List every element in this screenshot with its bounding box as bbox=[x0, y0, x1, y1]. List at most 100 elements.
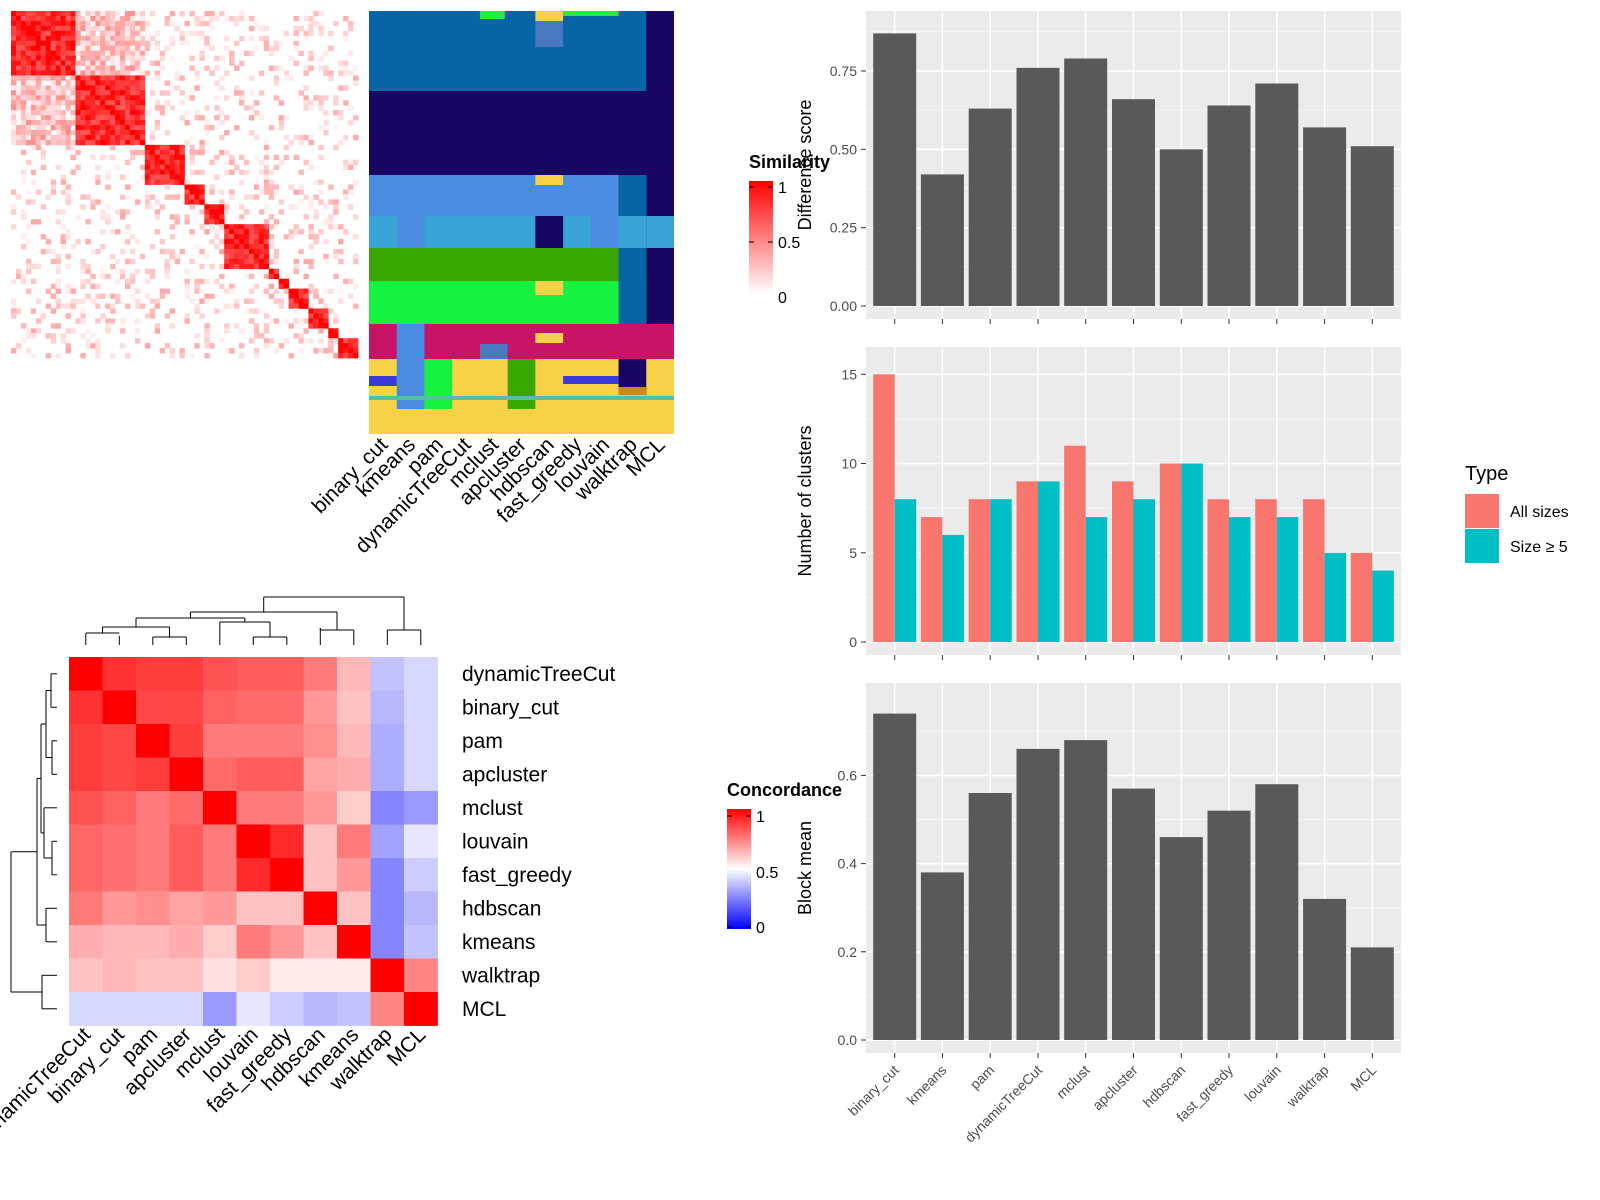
similarity-cell bbox=[11, 20, 17, 27]
similarity-cell bbox=[268, 169, 275, 175]
similarity-cell bbox=[144, 179, 151, 185]
similarity-cell bbox=[35, 90, 42, 96]
similarity-cell bbox=[204, 204, 210, 210]
similarity-cell bbox=[189, 90, 195, 96]
similarity-cell bbox=[318, 55, 324, 61]
similarity-cell bbox=[25, 75, 32, 81]
similarity-cell bbox=[100, 313, 106, 319]
similarity-cell bbox=[25, 35, 32, 42]
similarity-cell bbox=[65, 65, 71, 71]
similarity-cell bbox=[194, 283, 200, 289]
concordance-heatmap bbox=[69, 657, 438, 1026]
concordance-cell bbox=[303, 824, 338, 859]
similarity-cell bbox=[65, 25, 71, 32]
similarity-cell bbox=[134, 144, 141, 151]
similarity-cell bbox=[154, 100, 161, 106]
similarity-cell bbox=[100, 80, 106, 86]
similarity-cell bbox=[80, 333, 86, 339]
assignment-block bbox=[563, 11, 619, 16]
concordance-cell bbox=[69, 925, 103, 959]
similarity-cell bbox=[268, 243, 275, 250]
similarity-cell bbox=[90, 110, 96, 116]
similarity-cell bbox=[323, 65, 329, 71]
similarity-cell bbox=[125, 20, 131, 27]
similarity-cell bbox=[263, 40, 270, 47]
similarity-cell bbox=[184, 318, 190, 324]
similarity-cell bbox=[149, 169, 156, 175]
similarity-cell bbox=[154, 70, 161, 76]
similarity-cell bbox=[303, 95, 309, 101]
similarity-cell bbox=[60, 15, 66, 22]
similarity-cell bbox=[80, 40, 86, 47]
similarity-cell bbox=[110, 25, 116, 32]
similarity-cell bbox=[248, 263, 255, 270]
similarity-cell bbox=[80, 60, 86, 66]
similarity-cell bbox=[268, 224, 275, 230]
similarity-cell bbox=[55, 85, 61, 91]
similarity-cell bbox=[278, 65, 285, 71]
similarity-cell bbox=[50, 139, 57, 146]
similarity-cell bbox=[239, 263, 245, 270]
similarity-cell bbox=[20, 209, 27, 215]
similarity-cell bbox=[328, 184, 334, 190]
similarity-cell bbox=[144, 194, 151, 200]
similarity-cell bbox=[129, 90, 136, 96]
similarity-cell bbox=[134, 110, 141, 116]
similarity-cell bbox=[65, 70, 71, 76]
similarity-cell bbox=[85, 125, 91, 131]
similarity-cell bbox=[308, 338, 314, 344]
similarity-cell bbox=[224, 45, 230, 52]
similarity-cell bbox=[219, 11, 225, 17]
similarity-cell bbox=[209, 224, 215, 230]
similarity-cell bbox=[234, 253, 240, 260]
similarity-cell bbox=[164, 129, 171, 136]
concordance-cell bbox=[337, 925, 371, 959]
similarity-cell bbox=[100, 243, 106, 250]
similarity-cell bbox=[308, 164, 314, 171]
similarity-cell bbox=[129, 40, 136, 47]
similarity-cell bbox=[30, 100, 37, 106]
similarity-cell bbox=[30, 35, 37, 42]
similarity-cell bbox=[40, 60, 47, 66]
similarity-cell bbox=[199, 248, 205, 255]
similarity-cell bbox=[65, 263, 71, 270]
similarity-cell bbox=[55, 100, 61, 106]
similarity-cell bbox=[70, 169, 76, 175]
similarity-cell bbox=[85, 60, 91, 66]
similarity-cell bbox=[273, 45, 280, 52]
similarity-cell bbox=[189, 144, 195, 151]
similarity-cell bbox=[70, 243, 76, 250]
concordance-cell bbox=[236, 690, 271, 725]
concordance-row-label: walktrap bbox=[461, 964, 540, 987]
similarity-cell bbox=[214, 278, 220, 285]
similarity-cell bbox=[125, 75, 131, 81]
similarity-cell bbox=[80, 278, 86, 285]
similarity-cell bbox=[11, 308, 17, 314]
similarity-cell bbox=[308, 20, 314, 27]
similarity-cell bbox=[60, 120, 66, 126]
similarity-cell bbox=[134, 30, 141, 37]
similarity-cell bbox=[333, 144, 339, 151]
concordance-cell bbox=[337, 958, 371, 993]
similarity-cell bbox=[55, 110, 61, 116]
similarity-cell bbox=[60, 85, 66, 91]
similarity-cell bbox=[95, 85, 101, 91]
similarity-cell bbox=[20, 95, 27, 101]
similarity-cell bbox=[75, 45, 81, 52]
similarity-cell bbox=[179, 90, 185, 96]
similarity-cell bbox=[20, 129, 27, 136]
similarity-cell bbox=[149, 243, 156, 250]
similarity-cell bbox=[95, 35, 101, 42]
concordance-cell bbox=[270, 992, 304, 1026]
concordance-cell bbox=[337, 791, 371, 825]
similarity-cell bbox=[323, 120, 329, 126]
similarity-cell bbox=[338, 298, 344, 304]
similarity-cell bbox=[20, 179, 27, 185]
concordance-cell bbox=[236, 925, 271, 959]
similarity-cell bbox=[129, 258, 136, 265]
similarity-cell bbox=[154, 120, 161, 126]
similarity-cell bbox=[268, 214, 275, 220]
assignment-block bbox=[535, 11, 564, 21]
similarity-cell bbox=[169, 323, 175, 329]
